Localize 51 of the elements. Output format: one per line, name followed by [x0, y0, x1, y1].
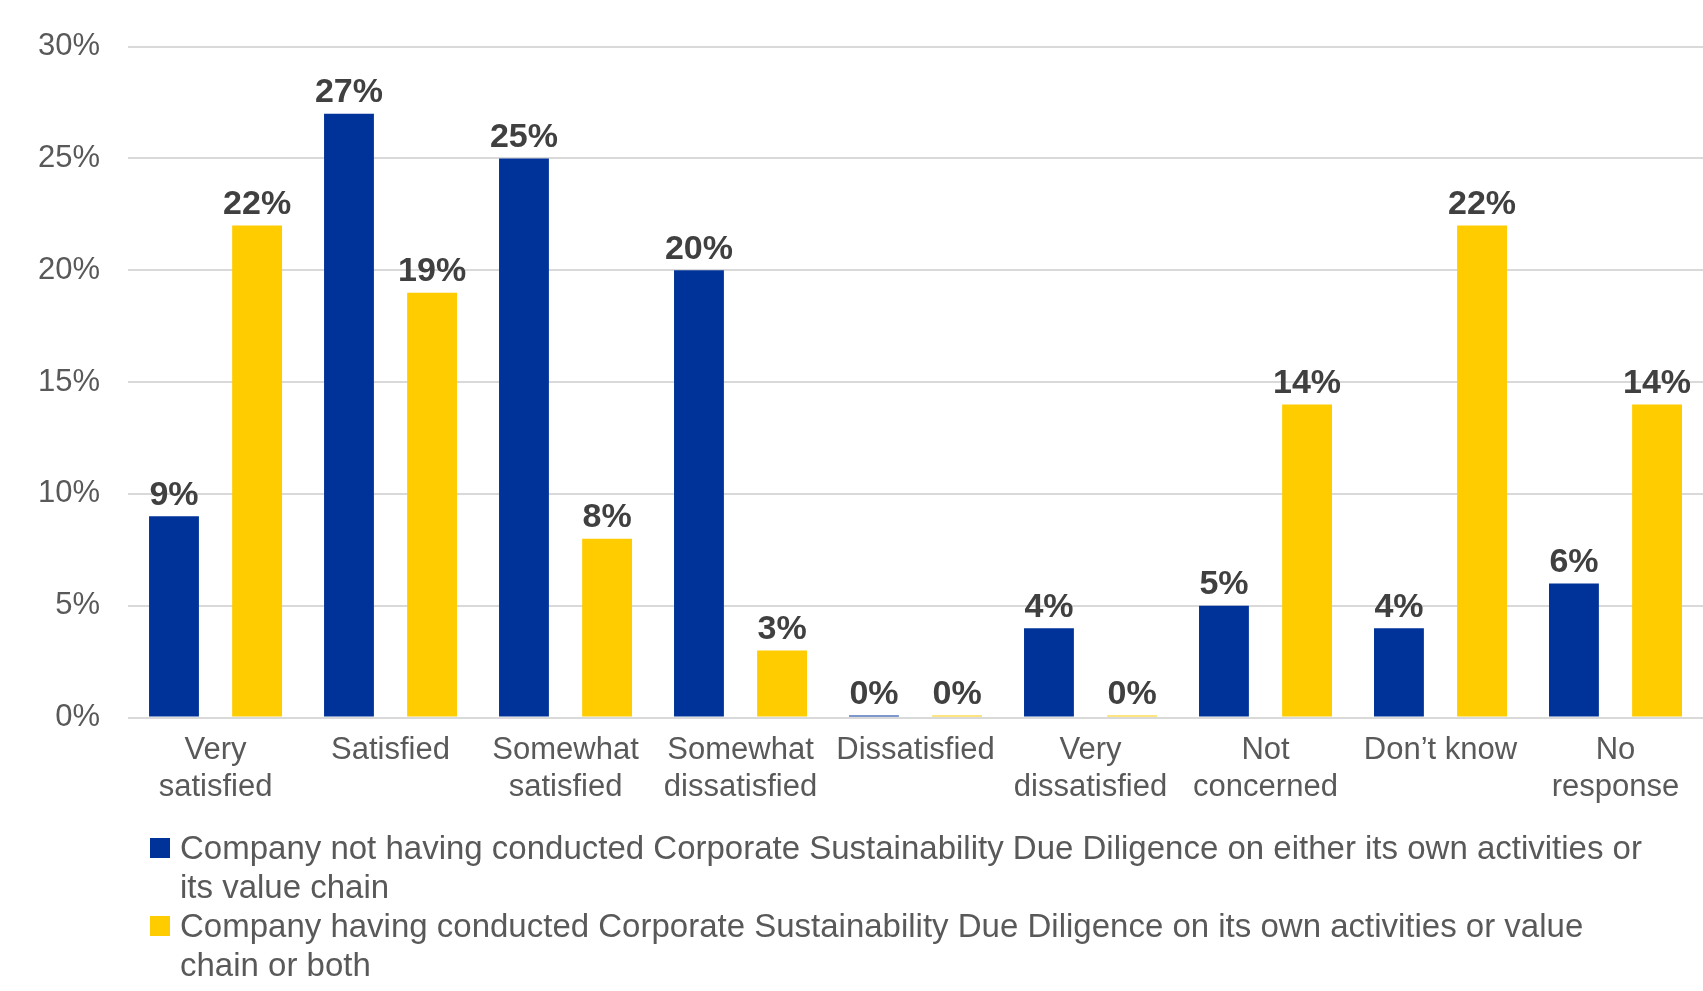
bar: [1282, 404, 1333, 717]
data-label: 0%: [849, 672, 899, 711]
bar: [232, 225, 283, 717]
bar: [499, 158, 549, 717]
data-label: 19%: [398, 250, 467, 289]
bar: [1549, 583, 1599, 717]
y-tick-label: 15%: [38, 362, 101, 398]
data-label: 3%: [757, 607, 807, 646]
legend-label: Company not having conducted Corporate Sustainability Due Diligence on either its own activities or its value chain: [180, 828, 1643, 906]
data-label: 5%: [1199, 563, 1249, 602]
data-label: 9%: [149, 473, 199, 512]
x-tick-label: Don’t know: [1363, 730, 1518, 766]
data-label: 20%: [664, 227, 733, 266]
data-label: 22%: [223, 182, 292, 221]
legend-label: Company having conducted Corporate Sustainability Due Diligence on its own activities or value chain or both: [180, 906, 1585, 984]
y-tick-label: 25%: [38, 138, 101, 174]
x-tick-label: Very dissatisfied: [1013, 730, 1168, 803]
data-label: 4%: [1374, 585, 1424, 624]
data-label: 0%: [932, 672, 982, 711]
x-tick-label: No response: [1551, 730, 1680, 803]
data-label: 22%: [1448, 182, 1517, 221]
y-tick-label: 5%: [55, 586, 101, 622]
data-label: 25%: [489, 115, 558, 154]
x-tick-label: Very satisfied: [158, 730, 273, 803]
x-tick-label: Somewhat dissatisfied: [663, 730, 818, 803]
bar: [1024, 628, 1074, 717]
data-label: 6%: [1549, 540, 1599, 579]
data-label: 14%: [1273, 361, 1342, 400]
bar: [757, 650, 808, 717]
y-tick-label: 10%: [38, 474, 101, 510]
data-label: 27%: [314, 71, 384, 110]
data-label: 0%: [1107, 672, 1157, 711]
bar: [407, 292, 458, 717]
data-label: 8%: [582, 496, 632, 535]
y-tick-label: 20%: [38, 250, 101, 286]
bar: [1374, 628, 1424, 717]
bar: [149, 516, 199, 717]
bar: [1199, 605, 1249, 717]
y-tick-label: 0%: [55, 698, 101, 734]
x-tick-label: Not concerned: [1193, 730, 1338, 803]
bar: [324, 113, 374, 717]
bar: [1632, 404, 1682, 717]
bar: [1457, 225, 1508, 717]
y-tick-label: 30%: [38, 27, 101, 63]
bar: [582, 538, 633, 717]
bar: [674, 270, 724, 717]
x-tick-label: Somewhat satisfied: [492, 730, 640, 803]
data-label: 14%: [1623, 361, 1692, 400]
x-tick-label: Satisfied: [331, 730, 450, 766]
data-label: 4%: [1024, 585, 1074, 624]
x-tick-label: Dissatisfied: [836, 730, 995, 766]
